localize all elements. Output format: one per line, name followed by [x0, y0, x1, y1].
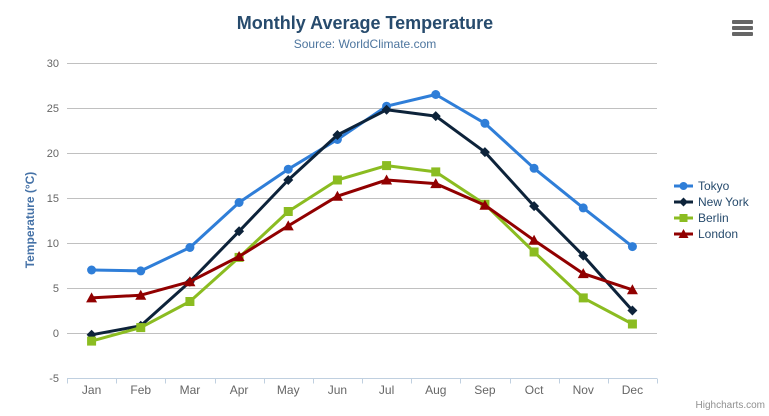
triangle-marker[interactable]	[331, 190, 343, 201]
triangle-marker[interactable]	[135, 289, 147, 300]
diamond-marker[interactable]	[479, 147, 490, 158]
x-tick-label: Sep	[474, 383, 496, 397]
legend-item-london[interactable]: London	[674, 226, 749, 242]
x-tick-label: Feb	[130, 383, 151, 397]
triangle-marker[interactable]	[282, 220, 294, 231]
y-tick-label: 5	[53, 283, 59, 295]
series-line-berlin[interactable]	[90, 164, 634, 343]
square-marker[interactable]	[382, 161, 392, 171]
diamond-marker[interactable]	[679, 197, 688, 207]
legend-item-berlin[interactable]: Berlin	[674, 210, 749, 226]
circle-marker[interactable]	[234, 198, 244, 207]
square-marker[interactable]	[87, 336, 97, 346]
diamond-marker-icon	[674, 197, 693, 207]
diamond-marker[interactable]	[430, 111, 441, 122]
triangle-marker[interactable]	[86, 292, 98, 303]
diamond-marker[interactable]	[234, 226, 245, 237]
circle-marker[interactable]	[480, 118, 490, 128]
square-marker[interactable]	[136, 323, 146, 333]
x-tick-label: Mar	[180, 383, 201, 397]
hamburger-icon[interactable]	[732, 20, 753, 36]
legend-label: Berlin	[698, 211, 729, 225]
square-marker[interactable]	[431, 167, 441, 177]
x-tick-label: Jan	[82, 383, 101, 397]
y-tick-label: 15	[47, 193, 59, 205]
hamburger-bar	[732, 32, 753, 36]
legend-item-tokyo[interactable]: Tokyo	[674, 178, 749, 194]
triangle-marker[interactable]	[577, 268, 589, 279]
square-marker[interactable]	[627, 319, 637, 329]
triangle-marker[interactable]	[184, 276, 196, 287]
circle-marker[interactable]	[679, 182, 688, 190]
diamond-marker[interactable]	[381, 104, 392, 115]
square-marker[interactable]	[332, 175, 342, 185]
square-marker[interactable]	[679, 214, 688, 222]
x-tick-label: Dec	[622, 383, 643, 397]
triangle-marker[interactable]	[479, 199, 491, 210]
legend: Tokyo New York Berlin London	[674, 178, 749, 242]
circle-marker[interactable]	[627, 242, 637, 252]
legend-label: London	[698, 227, 739, 241]
square-marker[interactable]	[529, 247, 539, 257]
circle-marker-icon	[674, 182, 693, 190]
series-line-london[interactable]	[90, 178, 634, 300]
x-tick-label: Aug	[425, 383, 446, 397]
chart-subtitle: Source: WorldClimate.com	[293, 37, 437, 51]
triangle-marker[interactable]	[430, 178, 442, 189]
diamond-marker[interactable]	[529, 201, 540, 212]
y-tick-label: 0	[53, 328, 59, 340]
square-marker-icon	[674, 214, 693, 222]
x-tick-label: Oct	[525, 383, 544, 397]
credits-link[interactable]: Highcharts.com	[695, 400, 765, 411]
legend-item-new-york[interactable]: New York	[674, 194, 749, 210]
circle-marker[interactable]	[283, 164, 293, 174]
x-tick-label: May	[277, 383, 300, 397]
triangle-marker-icon	[674, 229, 693, 238]
x-tick-label: Jun	[328, 383, 347, 397]
triangle-marker[interactable]	[233, 251, 245, 261]
circle-marker[interactable]	[529, 163, 539, 173]
series-line-new-york[interactable]	[90, 108, 634, 337]
circle-marker[interactable]	[578, 203, 588, 213]
y-tick-label: 30	[47, 58, 59, 70]
triangle-marker[interactable]	[528, 234, 540, 245]
hamburger-bar	[732, 26, 753, 30]
chart-title: Monthly Average Temperature	[236, 13, 494, 33]
triangle-marker[interactable]	[678, 229, 689, 238]
y-tick-label: 10	[47, 238, 59, 250]
diamond-marker[interactable]	[283, 175, 294, 185]
triangle-marker[interactable]	[381, 174, 393, 185]
circle-marker[interactable]	[185, 243, 195, 252]
legend-label: Tokyo	[698, 179, 730, 193]
y-tick-label: -5	[49, 373, 59, 385]
y-tick-label: 25	[47, 103, 59, 115]
circle-marker[interactable]	[87, 265, 97, 275]
circle-marker[interactable]	[136, 266, 146, 276]
square-marker[interactable]	[185, 297, 195, 306]
hamburger-bar	[732, 20, 753, 24]
x-tick-label: Jul	[379, 383, 394, 397]
diamond-marker[interactable]	[578, 250, 589, 261]
y-tick-label: 20	[47, 148, 59, 160]
x-tick-label: Nov	[573, 383, 594, 397]
square-marker[interactable]	[283, 207, 293, 216]
y-axis-title: Temperature (°C)	[23, 171, 37, 269]
square-marker[interactable]	[578, 293, 588, 303]
legend-label: New York	[698, 195, 749, 209]
diamond-marker[interactable]	[627, 305, 638, 316]
diamond-marker[interactable]	[332, 130, 343, 140]
x-tick-label: Apr	[230, 383, 249, 397]
triangle-marker[interactable]	[626, 284, 638, 295]
circle-marker[interactable]	[431, 90, 441, 99]
